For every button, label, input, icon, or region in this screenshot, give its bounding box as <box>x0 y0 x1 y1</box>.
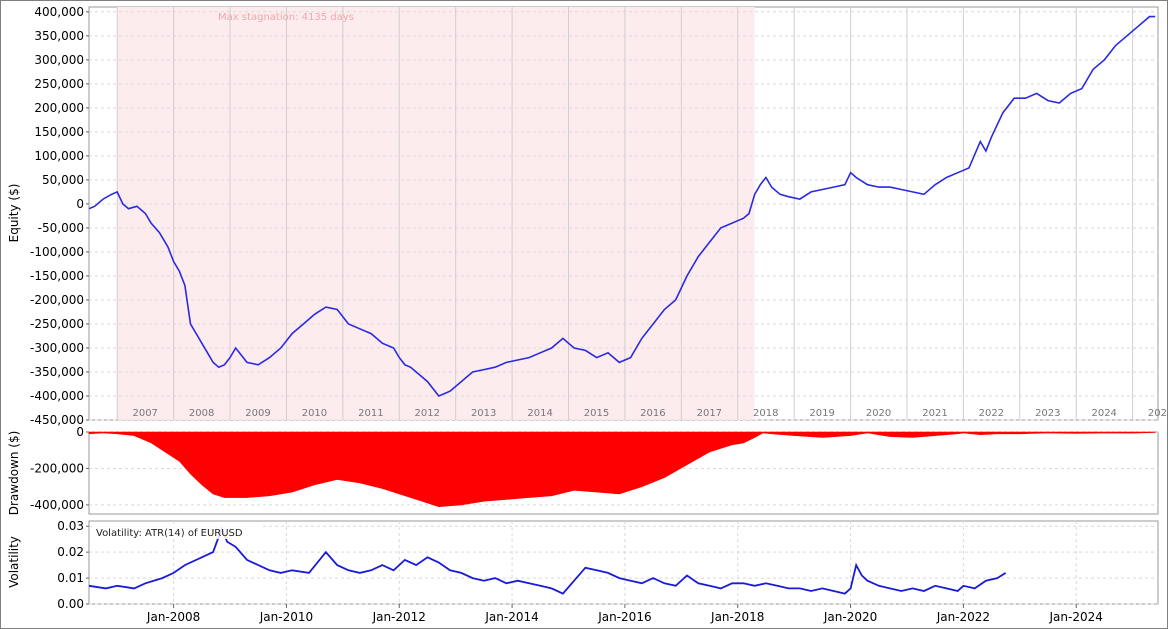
y-tick-label: 0.02 <box>57 545 84 559</box>
y-tick-label: 350,000 <box>34 29 84 43</box>
y-tick-label: 150,000 <box>34 125 84 139</box>
y-tick-label: -250,000 <box>30 317 84 331</box>
y-tick-label: 50,000 <box>42 173 84 187</box>
stagnation-band <box>117 7 755 420</box>
equity-grid <box>89 11 1158 421</box>
x-tick-label: Jan-2008 <box>146 610 200 624</box>
year-label: 2015 <box>584 408 609 419</box>
year-label: 2012 <box>415 408 440 419</box>
y-tick-label: 0.03 <box>57 519 84 533</box>
volatility-panel: Volatility: ATR(14) of EURUSD 0.000.010.… <box>7 519 1159 624</box>
drawdown-series-area <box>88 431 1156 508</box>
x-tick-label: Jan-2022 <box>936 610 990 624</box>
year-label: 2009 <box>245 408 270 419</box>
stagnation-label: Max stagnation: 4135 days <box>218 12 354 23</box>
y-tick-label: 250,000 <box>34 77 84 91</box>
x-tick-label: Jan-2010 <box>259 610 313 624</box>
y-tick-label: 0 <box>76 197 84 211</box>
y-tick-label: 400,000 <box>34 5 84 19</box>
x-tick-label: Jan-2020 <box>823 610 877 624</box>
y-tick-label: 200,000 <box>34 101 84 115</box>
y-tick-label: -300,000 <box>30 341 84 355</box>
year-label: 2019 <box>809 408 834 419</box>
equity-series-line <box>88 15 1156 397</box>
year-label: 2020 <box>866 408 891 419</box>
y-tick-label: 0.01 <box>57 571 84 585</box>
y-tick-label: -350,000 <box>30 365 84 379</box>
y-tick-label: 300,000 <box>34 53 84 67</box>
y-tick-label: 100,000 <box>34 149 84 163</box>
volatility-annotation-box <box>94 525 260 539</box>
volatility-grid <box>89 521 1158 605</box>
year-label: 2024 <box>1091 408 1116 419</box>
drawdown-y-ticks: 0 -200,000 -400,000 <box>30 425 89 512</box>
year-label: 2017 <box>697 408 722 419</box>
y-tick-label: -50,000 <box>38 221 84 235</box>
year-label: 2014 <box>527 408 552 419</box>
y-tick-label: -200,000 <box>30 461 84 475</box>
y-tick-label: 0.00 <box>57 597 84 611</box>
year-label: 2023 <box>1035 408 1060 419</box>
x-tick-label: Jan-2012 <box>372 610 426 624</box>
year-label: 2007 <box>132 408 157 419</box>
year-label: 2008 <box>189 408 214 419</box>
x-tick-label: Jan-2018 <box>710 610 764 624</box>
x-tick-label: Jan-2014 <box>484 610 538 624</box>
equity-y-axis-label: Equity ($) <box>7 184 21 243</box>
drawdown-y-axis-label: Drawdown ($) <box>7 431 21 516</box>
year-label: 2013 <box>471 408 496 419</box>
year-label: 2011 <box>358 408 383 419</box>
year-label: 2021 <box>922 408 947 419</box>
year-label: 2025 <box>1148 408 1168 419</box>
y-tick-label: -100,000 <box>30 245 84 259</box>
equity-y-ticks: 400,000 350,000 300,000 250,000 200,000 150,0… <box>30 5 89 427</box>
volatility-y-axis-label: Volatility <box>7 536 21 588</box>
equity-panel: 2007 2008 2009 2010 2011 2012 2013 2014 2015 2016… <box>7 5 1168 427</box>
y-tick-label: 0 <box>76 425 84 439</box>
y-tick-label: -200,000 <box>30 293 84 307</box>
year-label: 2022 <box>979 408 1004 419</box>
y-tick-label: -400,000 <box>30 389 84 403</box>
volatility-x-ticks: Jan-2008 Jan-2010 Jan-2012 Jan-2014 Jan-2016… <box>146 604 1103 624</box>
drawdown-panel: 0 -200,000 -400,000 Drawdown ($) <box>7 425 1159 516</box>
x-tick-label: Jan-2024 <box>1049 610 1103 624</box>
y-tick-label: -400,000 <box>30 498 84 512</box>
year-label: 2018 <box>753 408 778 419</box>
volatility-annotation: Volatility: ATR(14) of EURUSD <box>96 528 243 539</box>
volatility-series-line <box>88 526 1007 595</box>
year-separators: 2007 2008 2009 2010 2011 2012 2013 2014 2015 2016… <box>116 7 1168 420</box>
y-tick-label: -150,000 <box>30 269 84 283</box>
volatility-plot-area <box>88 520 1159 605</box>
y-tick-label: -450,000 <box>30 413 84 427</box>
x-tick-label: Jan-2016 <box>597 610 651 624</box>
year-label: 2010 <box>302 408 327 419</box>
volatility-y-ticks: 0.00 0.01 0.02 0.03 <box>57 519 89 611</box>
year-label: 2016 <box>640 408 665 419</box>
